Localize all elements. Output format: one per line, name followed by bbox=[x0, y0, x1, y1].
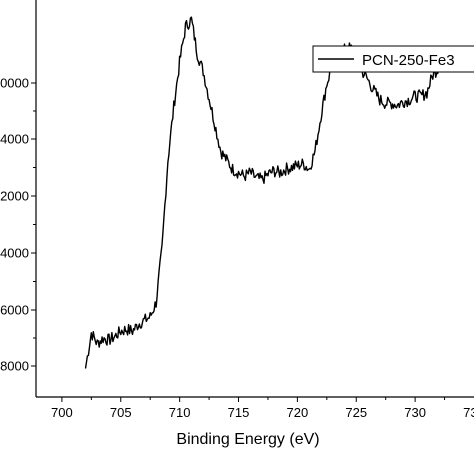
y-axis-ticks: 8000 6000 4000 2000 4000 0000 bbox=[0, 76, 36, 374]
y-tick-label-3: 2000 bbox=[0, 189, 29, 204]
x-tick-label-730: 730 bbox=[404, 405, 426, 420]
x-tick-label-715: 715 bbox=[228, 405, 250, 420]
x-tick-label-710: 710 bbox=[169, 405, 191, 420]
x-axis-title: Binding Energy (eV) bbox=[176, 431, 319, 448]
y-tick-label-1: 6000 bbox=[0, 303, 29, 318]
x-axis-ticks: 700 705 710 715 720 725 730 735 bbox=[51, 397, 474, 420]
plot-frame bbox=[35, 0, 474, 398]
y-tick-label-2: 4000 bbox=[0, 246, 29, 261]
legend: PCN-250-Fe3 bbox=[312, 45, 474, 73]
x-tick-label-735: 735 bbox=[463, 405, 474, 420]
x-tick-label-700: 700 bbox=[51, 405, 73, 420]
legend-label-pcn-250-fe3: PCN-250-Fe3 bbox=[362, 52, 455, 69]
x-tick-label-705: 705 bbox=[110, 405, 132, 420]
x-tick-label-720: 720 bbox=[287, 405, 309, 420]
series-line-pcn-250-fe3 bbox=[84, 16, 440, 369]
series-layer bbox=[84, 16, 440, 369]
x-tick-label-725: 725 bbox=[345, 405, 367, 420]
y-tick-label-0: 8000 bbox=[0, 359, 29, 374]
y-tick-label-4: 4000 bbox=[0, 132, 29, 147]
y-tick-label-5: 0000 bbox=[0, 76, 29, 91]
